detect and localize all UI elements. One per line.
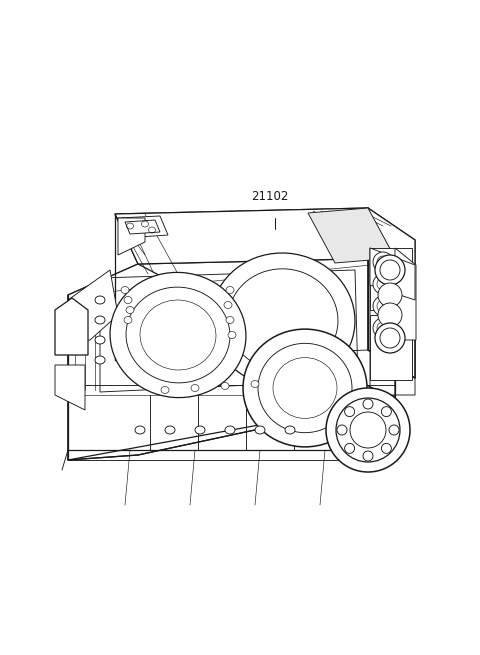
Ellipse shape (378, 283, 402, 307)
Ellipse shape (95, 356, 105, 364)
Ellipse shape (121, 286, 129, 293)
Polygon shape (68, 270, 118, 340)
Polygon shape (68, 258, 395, 460)
Polygon shape (125, 220, 160, 234)
Ellipse shape (382, 443, 391, 453)
Polygon shape (308, 208, 395, 263)
Ellipse shape (373, 274, 393, 294)
Ellipse shape (95, 316, 105, 324)
Polygon shape (115, 208, 395, 264)
Ellipse shape (255, 426, 265, 434)
Polygon shape (118, 216, 168, 238)
Ellipse shape (345, 407, 355, 417)
Polygon shape (370, 248, 412, 310)
Polygon shape (68, 264, 395, 460)
Ellipse shape (326, 388, 410, 472)
Ellipse shape (224, 301, 232, 309)
Polygon shape (395, 248, 416, 340)
Ellipse shape (225, 426, 235, 434)
Ellipse shape (226, 316, 234, 324)
Polygon shape (55, 365, 85, 410)
Ellipse shape (161, 386, 169, 394)
Ellipse shape (382, 407, 391, 417)
Ellipse shape (373, 318, 393, 338)
Ellipse shape (124, 297, 132, 303)
Ellipse shape (251, 381, 259, 388)
Ellipse shape (226, 286, 234, 293)
Polygon shape (370, 315, 412, 380)
Ellipse shape (373, 252, 393, 272)
Ellipse shape (126, 307, 134, 314)
Ellipse shape (345, 443, 355, 453)
Ellipse shape (363, 451, 373, 461)
Ellipse shape (221, 383, 229, 390)
Ellipse shape (228, 331, 236, 339)
Polygon shape (368, 208, 415, 378)
Ellipse shape (165, 426, 175, 434)
Ellipse shape (135, 426, 145, 434)
Ellipse shape (211, 253, 355, 387)
Ellipse shape (195, 426, 205, 434)
Ellipse shape (285, 426, 295, 434)
Ellipse shape (378, 303, 402, 327)
Ellipse shape (389, 425, 399, 435)
Ellipse shape (110, 272, 246, 398)
Ellipse shape (95, 296, 105, 304)
Ellipse shape (95, 336, 105, 344)
Polygon shape (118, 218, 145, 255)
Ellipse shape (363, 399, 373, 409)
Ellipse shape (124, 316, 132, 324)
Ellipse shape (191, 384, 199, 392)
Ellipse shape (375, 255, 405, 285)
Text: 21102: 21102 (252, 190, 288, 203)
Polygon shape (368, 208, 415, 378)
Polygon shape (115, 208, 395, 264)
Ellipse shape (337, 425, 347, 435)
Polygon shape (370, 248, 415, 300)
Polygon shape (55, 298, 88, 355)
Ellipse shape (373, 296, 393, 316)
Ellipse shape (375, 323, 405, 353)
Ellipse shape (243, 329, 367, 447)
